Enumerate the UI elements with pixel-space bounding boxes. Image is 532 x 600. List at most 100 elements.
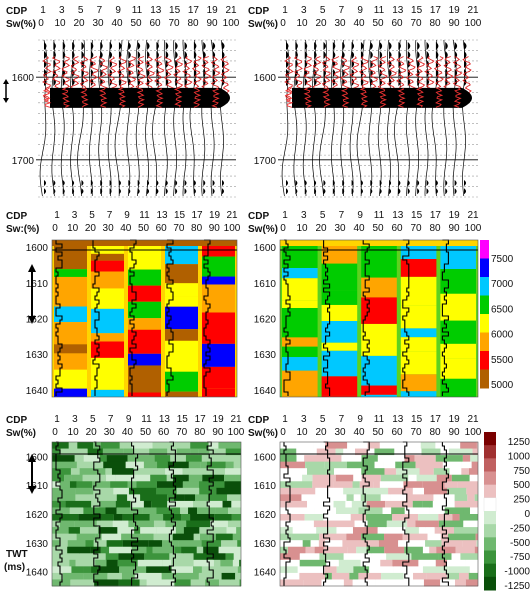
difference-cell (460, 442, 477, 450)
sw-tick: 20 (85, 223, 97, 234)
cdp-tick: 17 (430, 210, 442, 221)
velocity-cell (282, 357, 318, 371)
synthetic-trace (117, 87, 127, 108)
trace-peak (314, 51, 317, 59)
difference-cell (143, 461, 158, 469)
difference-cell (94, 579, 119, 587)
velocity-cell (54, 344, 87, 354)
difference-cell (361, 533, 385, 541)
difference-cell (76, 540, 86, 548)
colorbar-label: 0 (524, 509, 530, 520)
difference-cell (324, 566, 337, 574)
difference-cell (352, 579, 376, 587)
trace-peak (222, 188, 224, 195)
difference-cell (215, 507, 229, 515)
difference-cell (314, 507, 337, 515)
velocity-cell (52, 240, 237, 246)
difference-cell (224, 468, 241, 476)
difference-cell (365, 514, 393, 522)
trace-peak (435, 188, 438, 195)
velocity-cell (361, 394, 397, 397)
trace-peak (426, 179, 429, 186)
difference-cell (183, 553, 194, 561)
sw-tick: 70 (410, 18, 422, 29)
velocity-cell (361, 355, 397, 386)
difference-cell (131, 546, 147, 554)
sw-tick: 100 (228, 427, 245, 438)
difference-cell (52, 572, 64, 580)
colorbar-swatch (484, 471, 496, 486)
difference-cell (200, 461, 207, 469)
difference-cell (424, 487, 448, 495)
difference-cell (75, 559, 96, 567)
difference-cell (435, 442, 461, 450)
difference-cell (83, 566, 92, 574)
trace-peak (389, 51, 392, 59)
difference-cell (413, 572, 427, 580)
difference-cell (460, 553, 478, 561)
trace-peak (62, 51, 66, 59)
well-log-track (283, 442, 291, 586)
difference-cell (74, 520, 97, 528)
trace-peak (100, 179, 103, 186)
difference-cell (79, 553, 106, 561)
difference-cell (106, 455, 128, 463)
sw-tick: 30 (104, 427, 116, 438)
difference-cell (469, 474, 478, 482)
difference-cell (447, 487, 467, 495)
difference-cell (115, 474, 136, 482)
difference-cell (106, 540, 123, 548)
synthetic-trace (193, 87, 202, 108)
difference-cell (444, 507, 464, 515)
colorbar-swatch (480, 258, 489, 278)
difference-cell (458, 572, 469, 580)
trace-peak (165, 42, 169, 50)
difference-cell (305, 546, 315, 554)
difference-cell (92, 481, 111, 489)
cdp-tick: 21 (226, 210, 238, 221)
difference-cell (91, 566, 98, 574)
difference-cell (374, 461, 384, 469)
difference-cell (117, 559, 138, 567)
difference-cell (70, 579, 95, 587)
difference-cell (359, 481, 374, 489)
difference-cell (457, 481, 478, 489)
difference-cell (99, 500, 116, 508)
trace-peak (222, 51, 225, 59)
trace-peak (417, 60, 420, 68)
difference-cell (433, 494, 449, 502)
trace-peak (100, 42, 103, 50)
difference-cell (390, 494, 406, 502)
panel-wiggle-right: CDP Sw(%) 1 3 5 7 9 11 13 15 17 19 21 0 10 20 30 40 50 6… (248, 5, 482, 198)
difference-cell (280, 540, 303, 548)
velocity-cell (128, 353, 161, 366)
cdp-label: CDP (248, 211, 269, 222)
difference-cell (169, 553, 184, 561)
colorbar-label: 7000 (491, 279, 514, 290)
difference-cell (119, 442, 133, 450)
difference-cell (59, 520, 75, 528)
sw-tick: 90 (448, 223, 460, 234)
trace-peak (81, 78, 84, 86)
difference-cell (403, 572, 414, 580)
difference-cell (395, 461, 416, 469)
difference-cell (349, 572, 359, 580)
cdp-tick: 1 (40, 5, 46, 16)
difference-cell (280, 559, 300, 567)
trace-peak (417, 188, 420, 195)
cdp-tick: 13 (159, 414, 171, 425)
difference-cell (181, 546, 197, 554)
difference-cell (447, 572, 459, 580)
difference-cell (180, 507, 189, 515)
difference-cell (307, 500, 324, 508)
cdp-tick: 9 (124, 210, 130, 221)
trace-peak (314, 60, 317, 68)
trace-peak (100, 188, 103, 195)
difference-cell (68, 442, 78, 450)
trace-peak (304, 42, 308, 50)
trace-peak (295, 51, 298, 59)
difference-cell (474, 494, 478, 502)
velocity-cell (440, 343, 476, 359)
trace-peak (304, 51, 308, 59)
